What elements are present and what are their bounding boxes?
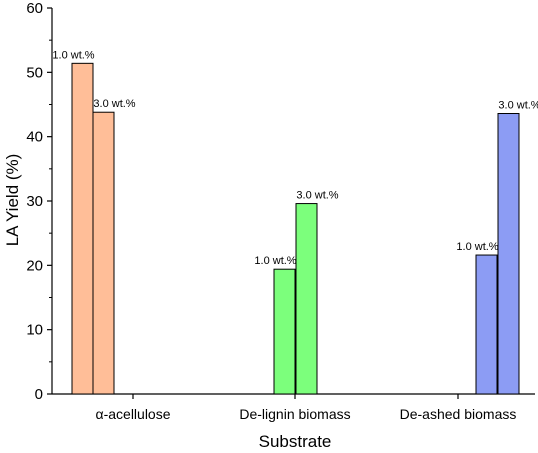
- y-axis-title: LA Yield (%): [3, 154, 22, 247]
- x-tick-label: De-lignin biomass: [239, 406, 350, 422]
- bar-data-label: 3.0 wt.%: [296, 190, 338, 202]
- y-tick-label: 0: [35, 386, 43, 403]
- bar: [92, 111, 115, 395]
- y-tick-label: 40: [26, 129, 43, 146]
- data-labels: 1.0 wt.% 3.0 wt.% 1.0 wt.% 3.0 wt.% 1.0 wt.%…: [52, 49, 538, 267]
- bar: [475, 254, 498, 395]
- y-tick-label: 20: [26, 257, 43, 274]
- bars: [71, 62, 520, 395]
- x-axis-title: Substrate: [259, 432, 332, 451]
- y-tick-label: 10: [26, 322, 43, 339]
- bar-data-label: 1.0 wt.%: [456, 241, 498, 253]
- bar: [295, 203, 318, 395]
- bar-data-label: 3.0 wt.%: [93, 98, 135, 110]
- bar-data-label: 1.0 wt.%: [254, 255, 296, 267]
- axes: 0 10 20 30 40 50 60 α-acellulose De-lignin bioma…: [26, 0, 535, 422]
- y-tick-label: 50: [26, 64, 43, 81]
- y-tick-label: 60: [26, 0, 43, 17]
- bar-data-label: 1.0 wt.%: [52, 49, 94, 61]
- y-tick-label: 30: [26, 193, 43, 210]
- bar: [273, 268, 296, 395]
- bar: [71, 62, 94, 395]
- x-tick-label: De-ashed biomass: [400, 406, 517, 422]
- bar-data-label: 3.0 wt.%: [498, 100, 538, 112]
- x-tick-label: α-acellulose: [95, 406, 170, 422]
- bar: [497, 113, 520, 395]
